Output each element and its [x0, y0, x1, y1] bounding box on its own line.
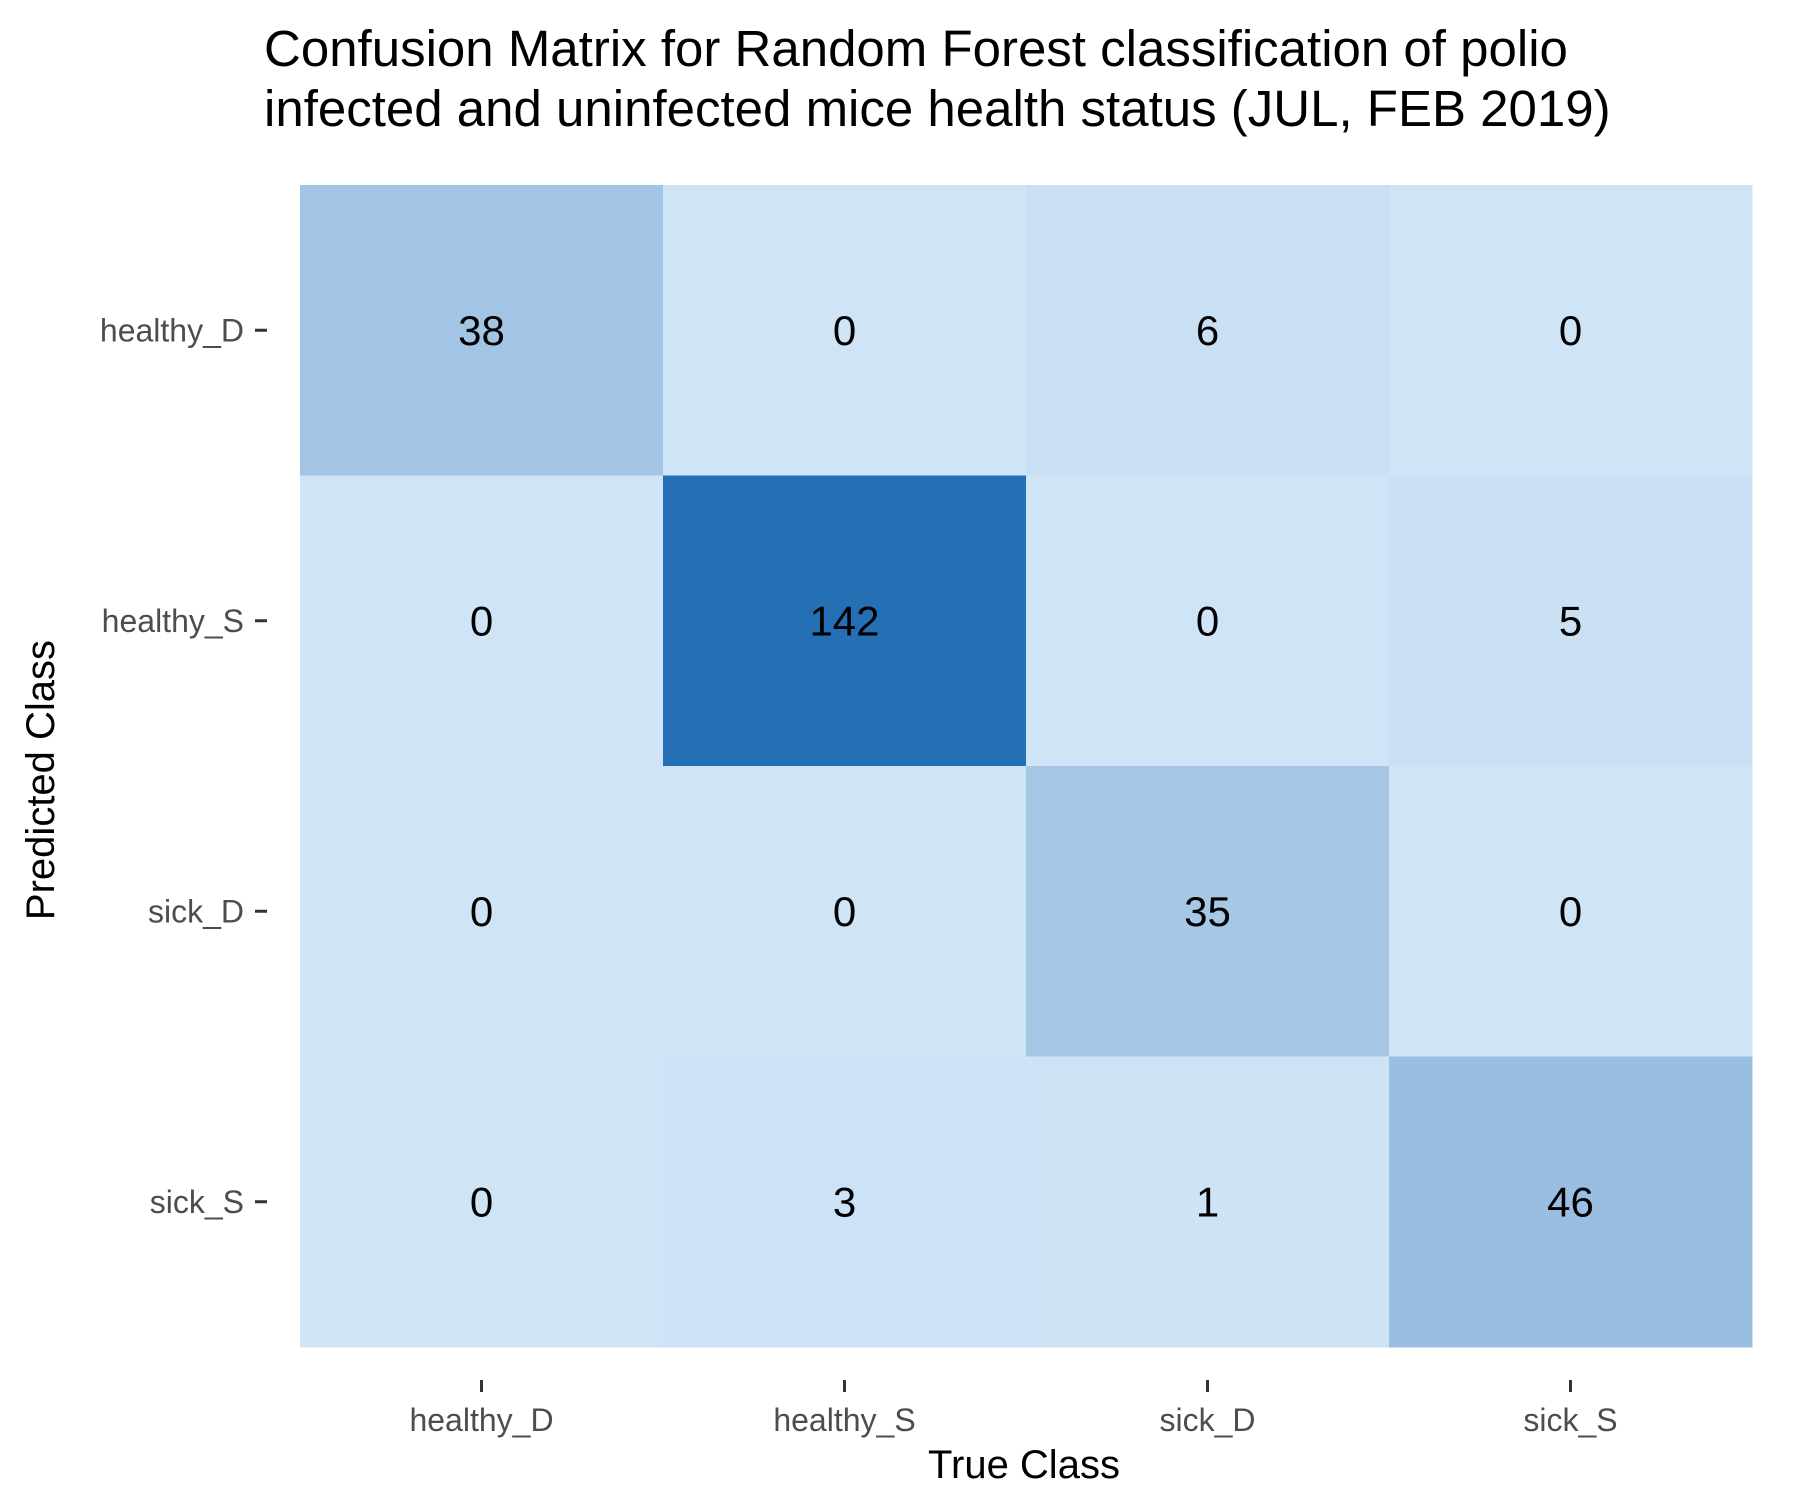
cell-label-healthy-d-healthy-s: 0 — [833, 307, 856, 354]
cell-sick-s-healthy-s — [663, 1056, 1027, 1348]
cell-sick-d-healthy-d — [300, 766, 664, 1057]
cell-sick-d-sick-s — [1389, 766, 1753, 1057]
cell-label-sick-s-healthy-d: 0 — [470, 1178, 493, 1225]
cell-label-healthy-s-sick-s: 5 — [1559, 597, 1582, 644]
y-axis-title: Predicted Class — [19, 640, 63, 920]
cell-label-sick-d-healthy-d: 0 — [470, 888, 493, 935]
cell-sick-s-healthy-d — [300, 1056, 664, 1348]
cell-healthy-d-healthy-d — [300, 185, 664, 476]
cell-label-sick-s-sick-s: 46 — [1547, 1178, 1594, 1225]
cell-healthy-s-sick-s — [1389, 475, 1753, 767]
cell-label-sick-s-healthy-s: 3 — [833, 1178, 856, 1225]
cell-sick-d-healthy-s — [663, 766, 1027, 1057]
cell-healthy-s-healthy-d — [300, 475, 664, 767]
x-tick-label-healthy-d: healthy_D — [409, 1402, 553, 1438]
cell-healthy-d-sick-s — [1389, 185, 1753, 476]
x-tick-label-sick-s: sick_S — [1523, 1402, 1617, 1438]
cell-healthy-d-sick-d — [1026, 185, 1390, 476]
cell-label-sick-s-sick-d: 1 — [1196, 1178, 1219, 1225]
cell-label-sick-d-sick-s: 0 — [1559, 888, 1582, 935]
cell-label-healthy-s-healthy-d: 0 — [470, 597, 493, 644]
x-tick-label-sick-d: sick_D — [1159, 1402, 1255, 1438]
cell-label-healthy-d-healthy-d: 38 — [458, 307, 505, 354]
cell-sick-s-sick-s — [1389, 1056, 1753, 1348]
y-tick-label-healthy-d: healthy_D — [100, 312, 244, 348]
cell-label-sick-d-healthy-s: 0 — [833, 888, 856, 935]
cell-label-healthy-s-sick-d: 0 — [1196, 597, 1219, 644]
cell-label-healthy-d-sick-s: 0 — [1559, 307, 1582, 354]
x-axis-ticks: healthy_D healthy_S sick_D sick_S — [409, 1380, 1618, 1438]
y-tick-label-healthy-s: healthy_S — [102, 603, 244, 639]
cell-sick-s-sick-d — [1026, 1056, 1390, 1348]
cell-label-healthy-d-sick-d: 6 — [1196, 307, 1219, 354]
y-axis-ticks: healthy_D healthy_S sick_D sick_S — [100, 312, 267, 1220]
chart-title-line-2: infected and uninfected mice health stat… — [264, 80, 1611, 137]
cell-label-sick-d-sick-d: 35 — [1184, 888, 1231, 935]
x-axis-title: True Class — [928, 1443, 1120, 1487]
cell-healthy-s-healthy-s — [663, 475, 1027, 767]
cell-healthy-s-sick-d — [1026, 475, 1390, 767]
cell-healthy-d-healthy-s — [663, 185, 1027, 476]
chart-title-line-1: Confusion Matrix for Random Forest class… — [264, 20, 1568, 77]
x-tick-label-healthy-s: healthy_S — [773, 1402, 915, 1438]
y-tick-label-sick-d: sick_D — [148, 893, 244, 929]
y-tick-label-sick-s: sick_S — [150, 1184, 244, 1220]
heatmap-cells — [300, 185, 1753, 1348]
heatmap-cell-labels: 38 0 6 0 0 142 0 5 0 0 35 0 0 3 1 46 — [458, 307, 1594, 1226]
cell-sick-d-sick-d — [1026, 766, 1390, 1057]
cell-label-healthy-s-healthy-s: 142 — [809, 597, 879, 644]
